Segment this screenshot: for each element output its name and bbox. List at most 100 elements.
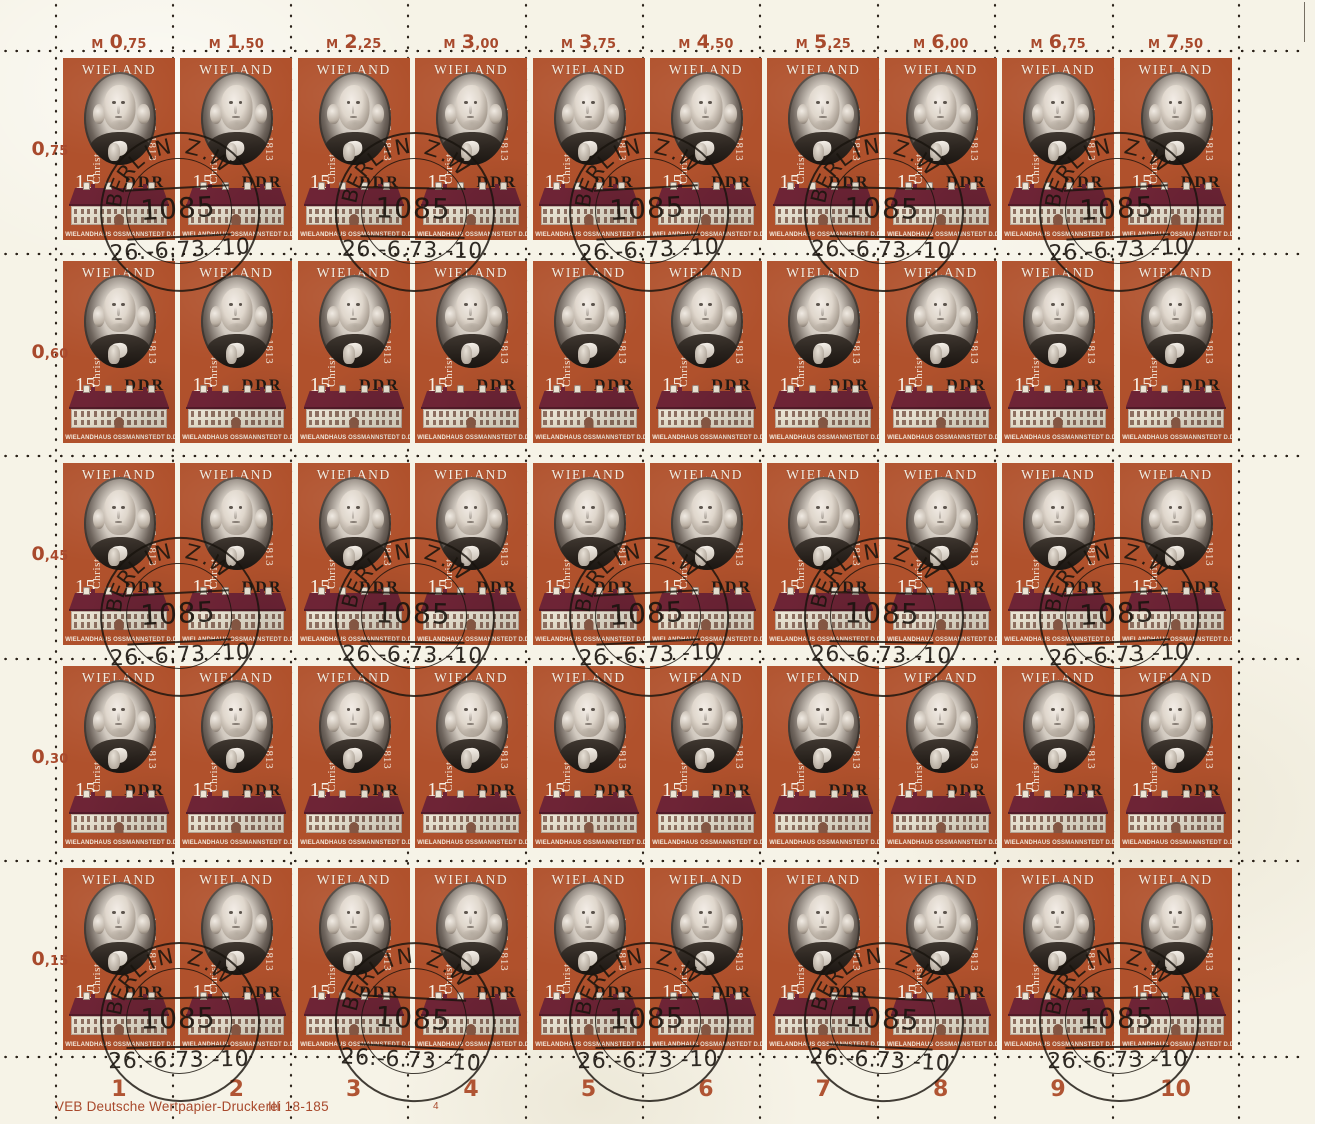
stamp-r1-c7[interactable]: WIELANDChristoph Martin1733-181315DDRWIE… bbox=[767, 58, 880, 240]
portrait-oval bbox=[671, 477, 743, 570]
top-margin-value-4: M 3,00 bbox=[444, 31, 499, 53]
stamp-r3-c7[interactable]: WIELANDChristoph Martin1733-181315DDRWIE… bbox=[767, 463, 880, 645]
stamp-r4-c9[interactable]: WIELANDChristoph Martin1733-181315DDRWIE… bbox=[1002, 665, 1115, 848]
house-window bbox=[1157, 824, 1161, 831]
house-window bbox=[382, 217, 386, 223]
stamp-r2-c2[interactable]: WIELANDChristoph Martin1733-181315DDRWIE… bbox=[180, 260, 293, 443]
stamp-r4-c3[interactable]: WIELANDChristoph Martin1733-181315DDRWIE… bbox=[297, 665, 410, 848]
stamp-r5-c9[interactable]: WIELANDChristoph Martin1733-181315DDRWIE… bbox=[1002, 868, 1115, 1050]
stamp-r3-c10[interactable]: WIELANDChristoph Martin1733-181315DDRWIE… bbox=[1119, 463, 1232, 645]
portrait-hand bbox=[812, 952, 825, 972]
stamp-r5-c8[interactable]: WIELANDChristoph Martin1733-181315DDRWIE… bbox=[884, 868, 997, 1050]
stamp-r2-c3[interactable]: WIELANDChristoph Martin1733-181315DDRWIE… bbox=[297, 260, 410, 443]
stamp-r5-c3[interactable]: WIELANDChristoph Martin1733-181315DDRWIE… bbox=[297, 868, 410, 1050]
house-dormer bbox=[83, 587, 90, 595]
portrait-wig-right bbox=[1193, 711, 1207, 732]
stamp-r4-c7[interactable]: WIELANDChristoph Martin1733-181315DDRWIE… bbox=[767, 665, 880, 848]
house-dormers bbox=[435, 789, 508, 798]
house-window bbox=[342, 217, 346, 223]
house-window bbox=[492, 411, 497, 417]
wielandhaus-illustration bbox=[656, 787, 756, 833]
stamp-r2-c1[interactable]: WIELANDChristoph Martin1733-181315DDRWIE… bbox=[63, 260, 175, 443]
stamp-r4-c4[interactable]: WIELANDChristoph Martin1733-181315DDRWIE… bbox=[415, 665, 528, 848]
stamp-r5-c1[interactable]: WIELANDChristoph Martin1733-181315DDRWIE… bbox=[63, 868, 175, 1050]
stamp-r2-c9[interactable]: WIELANDChristoph Martin1733-181315DDRWIE… bbox=[1002, 260, 1115, 443]
house-window bbox=[858, 411, 862, 417]
house-window bbox=[909, 622, 913, 628]
house-window bbox=[727, 419, 731, 426]
stamp-r3-c9[interactable]: WIELANDChristoph Martin1733-181315DDRWIE… bbox=[1002, 463, 1115, 645]
house-window bbox=[439, 419, 443, 426]
house-window bbox=[1039, 613, 1043, 620]
house-window-row-upper bbox=[778, 208, 869, 215]
house-window bbox=[1059, 816, 1064, 822]
stamp-r4-c1[interactable]: WIELANDChristoph Martin1733-181315DDRWIE… bbox=[63, 665, 175, 848]
house-window bbox=[667, 816, 671, 822]
house-window bbox=[838, 816, 842, 822]
house-window-row-upper bbox=[1013, 816, 1104, 822]
stamp-r5-c10[interactable]: WIELANDChristoph Martin1733-181315DDRWIE… bbox=[1119, 868, 1232, 1050]
stamp-r2-c5[interactable]: WIELANDChristoph Martin1733-181315DDRWIE… bbox=[532, 260, 645, 443]
stamp-r2-c10[interactable]: WIELANDChristoph Martin1733-181315DDRWIE… bbox=[1119, 260, 1232, 443]
portrait-eye-right bbox=[1060, 100, 1065, 104]
house-door bbox=[701, 214, 711, 225]
stamp-r3-c2[interactable]: WIELANDChristoph Martin1733-181315DDRWIE… bbox=[180, 463, 293, 645]
house-window bbox=[134, 1027, 138, 1033]
house-window bbox=[251, 816, 255, 822]
stamp-r3-c8[interactable]: WIELANDChristoph Martin1733-181315DDRWIE… bbox=[884, 463, 997, 645]
house-window bbox=[264, 816, 269, 822]
house-door bbox=[1171, 821, 1181, 833]
house-window bbox=[426, 816, 430, 822]
house-facade bbox=[1010, 1016, 1107, 1035]
house-window bbox=[791, 1018, 795, 1025]
stamp-r1-c6[interactable]: WIELANDChristoph Martin1733-181315DDRWIE… bbox=[650, 58, 762, 240]
house-window bbox=[778, 622, 782, 628]
house-window bbox=[271, 816, 275, 822]
stamp-r5-c5[interactable]: WIELANDChristoph Martin1733-181315DDRWIE… bbox=[532, 868, 645, 1050]
stamp-r2-c7[interactable]: WIELANDChristoph Martin1733-181315DDRWIE… bbox=[767, 260, 880, 443]
portrait-head bbox=[1042, 85, 1075, 130]
house-window bbox=[851, 411, 856, 417]
stamp-r5-c7[interactable]: WIELANDChristoph Martin1733-181315DDRWIE… bbox=[767, 868, 880, 1050]
house-dormer bbox=[147, 789, 155, 798]
stamp-r5-c6[interactable]: WIELANDChristoph Martin1733-181315DDRWIE… bbox=[650, 868, 762, 1050]
stamp-r1-c8[interactable]: WIELANDChristoph Martin1733-181315DDRWIE… bbox=[884, 58, 997, 240]
stamp-r4-c10[interactable]: WIELANDChristoph Martin1733-181315DDRWIE… bbox=[1119, 665, 1232, 848]
house-window bbox=[486, 1018, 490, 1025]
portrait-head bbox=[103, 287, 136, 333]
stamp-r1-c10[interactable]: WIELANDChristoph Martin1733-181315DDRWIE… bbox=[1119, 58, 1232, 240]
stamp-r5-c4[interactable]: WIELANDChristoph Martin1733-181315DDRWIE… bbox=[415, 868, 528, 1050]
house-window bbox=[694, 1018, 698, 1025]
stamp-r1-c1[interactable]: WIELANDChristoph Martin1733-181315DDRWIE… bbox=[63, 58, 175, 240]
stamp-r3-c3[interactable]: WIELANDChristoph Martin1733-181315DDRWIE… bbox=[297, 463, 410, 645]
house-roof bbox=[186, 795, 287, 813]
stamp-r4-c2[interactable]: WIELANDChristoph Martin1733-181315DDRWIE… bbox=[180, 665, 293, 848]
stamp-r2-c6[interactable]: WIELANDChristoph Martin1733-181315DDRWIE… bbox=[650, 260, 762, 443]
stamp-r3-c6[interactable]: WIELANDChristoph Martin1733-181315DDRWIE… bbox=[650, 463, 762, 645]
house-chimney-left bbox=[560, 184, 565, 190]
stamp-r4-c6[interactable]: WIELANDChristoph Martin1733-181315DDRWIE… bbox=[650, 665, 762, 848]
portrait-nose bbox=[1055, 104, 1059, 114]
house-window bbox=[93, 1018, 98, 1025]
stamp-r3-c5[interactable]: WIELANDChristoph Martin1733-181315DDRWIE… bbox=[532, 463, 645, 645]
house-dormers bbox=[435, 181, 508, 190]
stamp-r2-c4[interactable]: WIELANDChristoph Martin1733-181315DDRWIE… bbox=[415, 260, 528, 443]
stamp-r3-c4[interactable]: WIELANDChristoph Martin1733-181315DDRWIE… bbox=[415, 463, 528, 645]
stamp-r4-c8[interactable]: WIELANDChristoph Martin1733-181315DDRWIE… bbox=[884, 665, 997, 848]
house-dormer bbox=[222, 992, 230, 1000]
stamp-r5-c2[interactable]: WIELANDChristoph Martin1733-181315DDRWIE… bbox=[180, 868, 293, 1050]
house-door bbox=[349, 619, 359, 630]
stamp-r3-c1[interactable]: WIELANDChristoph Martin1733-181315DDRWIE… bbox=[63, 463, 175, 645]
house-window bbox=[687, 622, 691, 628]
house-dormer bbox=[435, 384, 443, 393]
stamp-r1-c5[interactable]: WIELANDChristoph Martin1733-181315DDRWIE… bbox=[532, 58, 645, 240]
house-dormer bbox=[670, 789, 677, 798]
stamp-r1-c3[interactable]: WIELANDChristoph Martin1733-181315DDRWIE… bbox=[297, 58, 410, 240]
bottom-column-number-7: 7 bbox=[815, 1077, 832, 1102]
stamp-r4-c5[interactable]: WIELANDChristoph Martin1733-181315DDRWIE… bbox=[532, 665, 645, 848]
house-door bbox=[466, 1024, 476, 1035]
stamp-r1-c2[interactable]: WIELANDChristoph Martin1733-181315DDRWIE… bbox=[180, 58, 293, 240]
stamp-r2-c8[interactable]: WIELANDChristoph Martin1733-181315DDRWIE… bbox=[884, 260, 997, 443]
stamp-r1-c4[interactable]: WIELANDChristoph Martin1733-181315DDRWIE… bbox=[415, 58, 528, 240]
stamp-r1-c9[interactable]: WIELANDChristoph Martin1733-181315DDRWIE… bbox=[1002, 58, 1115, 240]
